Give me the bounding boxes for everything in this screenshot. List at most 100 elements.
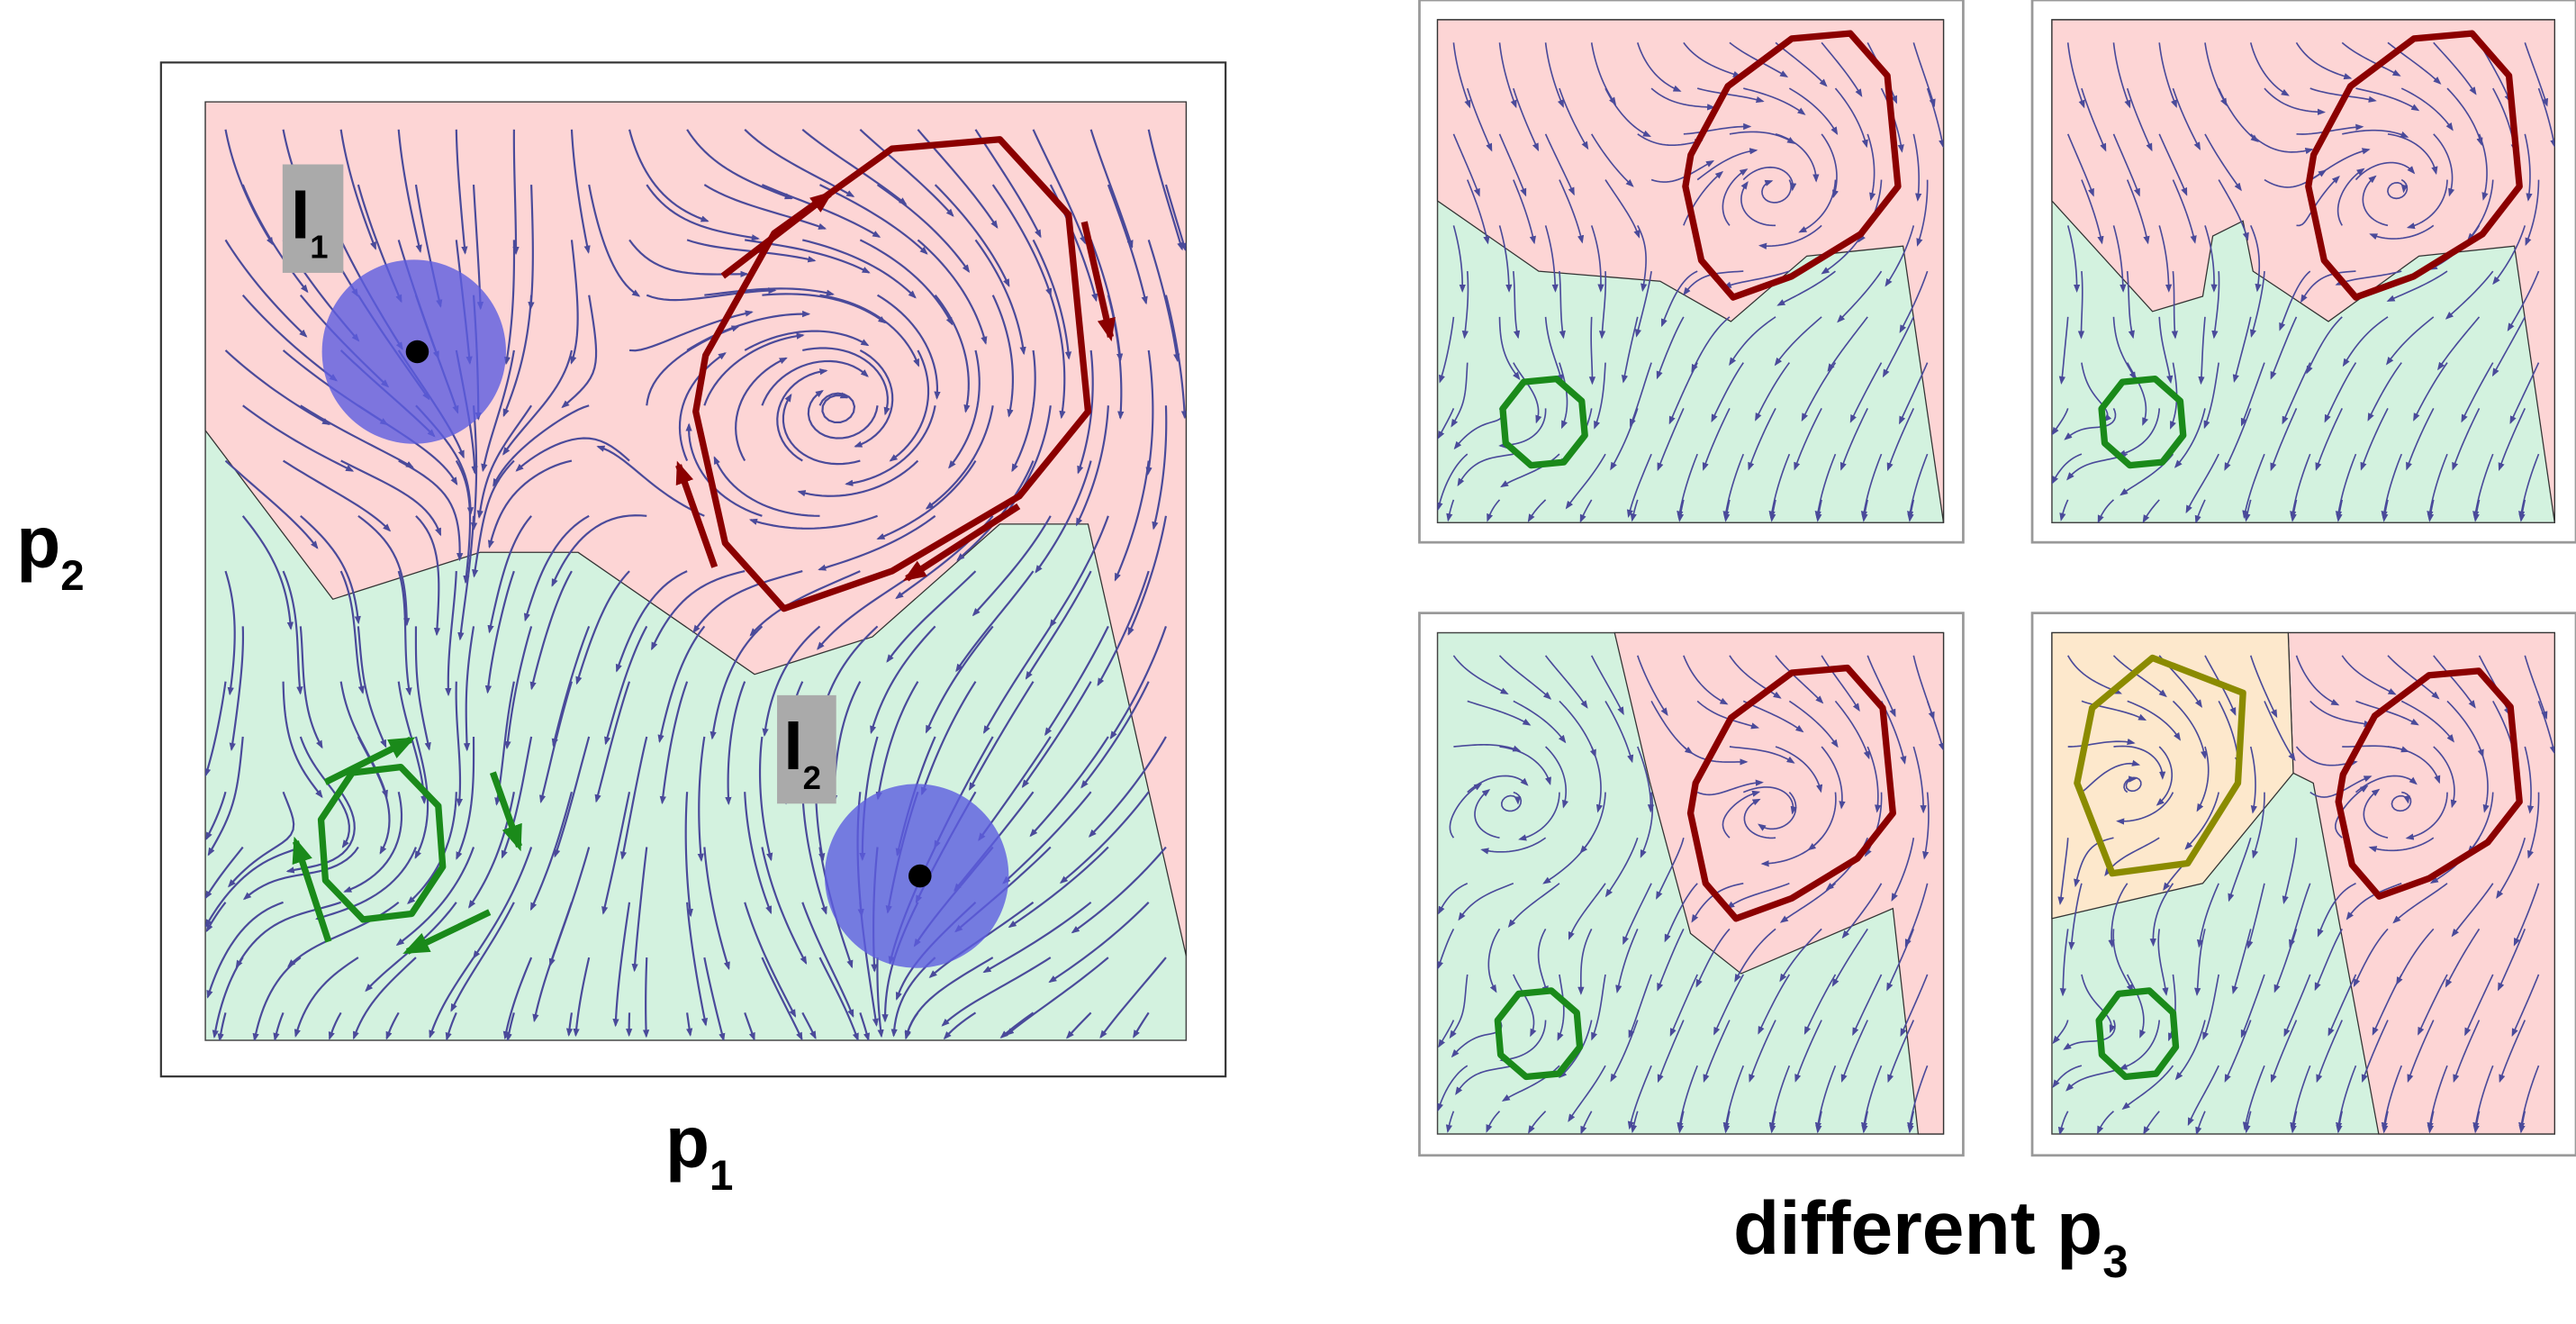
streamline — [1590, 746, 1603, 813]
cycle-arrows — [675, 191, 1116, 582]
streamline — [1634, 270, 1652, 338]
arrow — [292, 836, 332, 943]
streamline — [1458, 883, 1514, 921]
streamline — [657, 625, 706, 744]
streamline — [2249, 655, 2278, 719]
streamline — [1021, 681, 1092, 788]
streamline — [1722, 1065, 1745, 1131]
streamline — [1630, 1111, 1639, 1134]
streamline — [2185, 453, 2219, 514]
streamline — [744, 330, 870, 351]
streamline — [2067, 738, 2136, 748]
streamline — [2492, 225, 2526, 286]
streamline — [628, 310, 754, 352]
streamline — [224, 570, 236, 696]
streamline — [1841, 883, 1883, 939]
streamline — [876, 294, 941, 400]
streamline — [2382, 499, 2389, 522]
streamline — [1066, 1011, 1092, 1039]
streamline — [761, 957, 803, 1041]
streamline — [1636, 42, 1682, 92]
phase-panel — [2030, 0, 2576, 544]
streamline — [1452, 133, 1480, 197]
streamline — [1734, 928, 1776, 983]
basin-region — [2051, 19, 2555, 523]
streamline — [2336, 1111, 2344, 1134]
streamline — [397, 129, 422, 254]
streamline — [1097, 570, 1150, 686]
streamline — [2228, 837, 2252, 902]
streamline — [1683, 122, 1752, 135]
streamline — [241, 294, 339, 382]
streamline — [252, 957, 302, 1041]
streamline — [1487, 928, 1501, 993]
streamline — [1815, 1111, 1822, 1134]
streamline — [1498, 655, 1552, 700]
streamline — [1437, 1065, 1469, 1112]
streamline — [1604, 179, 1641, 239]
streamline — [1683, 170, 1724, 226]
streamline — [1604, 837, 1639, 898]
streamline — [1545, 746, 1569, 809]
streamline — [343, 792, 403, 893]
streamline — [1049, 515, 1109, 629]
streamline — [1852, 974, 1883, 1037]
streamline — [2174, 1020, 2206, 1081]
streamline — [703, 847, 730, 971]
streamline — [2478, 746, 2490, 813]
streamline — [1907, 453, 1929, 520]
streamline — [1742, 700, 1804, 733]
streamline — [1882, 316, 1915, 378]
streamline — [2127, 700, 2182, 741]
streamline — [2108, 883, 2129, 948]
streamline — [1544, 225, 1559, 293]
streamline — [205, 791, 227, 841]
streamline — [1099, 957, 1167, 1039]
streamline — [735, 357, 788, 462]
streamline — [1749, 1020, 1776, 1083]
streamline — [619, 736, 648, 860]
streamline — [1821, 655, 1860, 712]
streamline — [1775, 746, 1823, 793]
streamline — [2249, 42, 2290, 96]
streamline — [2058, 316, 2069, 385]
streamline — [2309, 700, 2373, 728]
streamline — [1075, 405, 1109, 527]
streamline — [1677, 453, 1698, 520]
limit-cycle — [1682, 30, 1902, 301]
streamline — [445, 1011, 457, 1041]
streamline — [1827, 316, 1868, 372]
streamline — [2273, 929, 2298, 993]
streamline — [2249, 225, 2262, 293]
streamline — [1926, 87, 1944, 149]
streamline — [1513, 974, 1537, 1038]
streamline — [991, 295, 1014, 418]
streamline — [819, 294, 920, 367]
streamline — [570, 240, 579, 365]
streamline — [934, 184, 1010, 287]
streamline — [2478, 133, 2489, 201]
streamline — [2097, 1111, 2115, 1135]
streamline — [982, 901, 1092, 974]
streamline — [943, 1011, 977, 1040]
streamline — [1466, 179, 1490, 245]
streamline — [1683, 41, 1742, 77]
streamline — [2289, 883, 2311, 948]
streamline — [1713, 974, 1744, 1036]
streamline — [761, 847, 808, 966]
streamline — [1449, 974, 1469, 1039]
streamline — [1544, 133, 1575, 196]
streamline — [1107, 184, 1148, 305]
streamline — [2063, 1020, 2116, 1050]
streamline — [2513, 883, 2540, 947]
streamline — [503, 240, 516, 366]
streamline — [2413, 362, 2448, 422]
streamline — [870, 625, 936, 735]
streamline — [1088, 736, 1167, 838]
streamline — [1498, 225, 1513, 293]
streamlines — [205, 128, 1187, 1041]
streamline — [2296, 175, 2340, 227]
streamline — [242, 846, 359, 901]
streamline — [212, 957, 244, 1039]
streamline — [2517, 453, 2540, 520]
